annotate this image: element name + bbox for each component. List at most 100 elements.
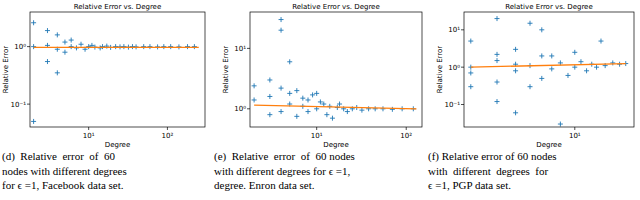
scatter-point [324,112,329,117]
scatter-point [610,60,615,65]
scatter-point [279,109,284,114]
y-tick-label: 10⁰ [234,105,246,113]
scatter-point [45,28,50,33]
scatter-point [513,110,518,115]
x-tick-label: 10¹ [569,132,581,140]
plot-frame [30,12,205,127]
x-axis-label: Degree [536,141,561,149]
scatter-point [69,38,74,43]
scatter-point [513,47,518,52]
y-tick [27,46,30,47]
scatter-point [185,44,190,49]
x-tick [406,127,407,130]
fit-line [34,47,199,48]
scatter-point [252,97,257,102]
scatter-point [495,52,500,57]
y-axis-label: Relative Error [222,46,230,94]
scatter-point [287,59,292,64]
scatter-point [267,112,272,117]
fit-line [471,64,626,68]
scatter-point [86,44,91,49]
scatter-point [121,44,126,49]
scatter-point [306,109,311,114]
y-tick [461,67,464,68]
x-axis-label: Degree [323,141,348,149]
scatter-point [300,96,305,101]
caption-line: ϵ =1, PGP data set. [428,179,511,191]
x-tick [316,127,317,130]
scatter-point [584,68,589,73]
scatter-point [330,116,335,121]
scatter-point [100,44,105,49]
x-tick [88,127,89,130]
y-tick [27,104,30,105]
x-axis-label: Degree [105,141,130,149]
scatter-point [565,73,570,78]
x-tick-label: 10² [162,132,174,140]
x-tick-label: 10¹ [83,132,95,140]
y-tick [247,108,250,109]
caption-line: for ϵ =1, Facebook data set. [2,179,124,191]
caption-line: with different degrees for ϵ =1, [214,165,351,177]
y-tick-label: 10⁰ [14,43,26,51]
scatter-point [373,106,378,111]
scatter-point [314,91,319,96]
scatter-point [279,28,284,33]
y-tick-label: 10⁻¹ [11,101,27,109]
scatter-point [69,44,74,49]
scatter-point [55,32,60,37]
scatter-point [321,102,326,107]
scatter-point [495,80,500,85]
scatter-point [306,97,311,102]
scatter-point [598,39,603,44]
scatter-point [528,21,533,26]
chart-title: Relative Error vs. Degree [292,3,379,11]
scatter-point [62,40,67,45]
scatter-point [468,39,473,44]
scatter-point [252,83,257,88]
y-tick [461,104,464,105]
y-tick-label: 10⁻¹ [445,101,461,109]
y-tick [247,48,250,49]
scatter-point [113,44,118,49]
caption-line: (f) Relative error of 60 nodes [428,150,557,163]
scatter-point [495,99,500,104]
scatter-point [337,102,342,107]
fit-line [254,105,416,109]
scatter-point [345,109,350,114]
scatter-point [539,76,544,81]
plot-area [31,20,199,124]
scatter-point [513,68,518,73]
scatter-point [380,106,385,111]
scatter-point [31,119,36,124]
y-tick-label: 10¹ [234,45,246,53]
scatter-point [558,122,563,127]
x-tick [574,127,575,130]
scatter-point [359,108,364,113]
y-axis-label: Relative Error [2,46,10,94]
y-tick-label: 10⁰ [448,64,460,72]
scatter-point [594,65,599,70]
chart-panel: 10¹ 10⁻¹ 10⁰ 10¹ Relative Error vs. Degree De… [428,3,634,191]
chart-title: Relative Error vs. Degree [505,3,592,11]
x-tick-label: 10² [400,132,412,140]
scatter-point [147,44,152,49]
scatter-point [495,58,500,63]
chart-title: Relative Error vs. Degree [74,3,161,11]
y-axis-label: Relative Error [436,46,444,94]
scatter-point [287,91,292,96]
scatter-point [279,86,284,91]
scatter-point [31,44,36,49]
scatter-point [267,77,272,82]
scatter-point [62,50,67,55]
scatter-point [168,44,173,49]
x-tick-label: 10¹ [311,132,323,140]
y-tick-label: 10¹ [448,26,460,34]
scatter-point [45,59,50,64]
figure: 10¹ 10² 10⁻¹ 10⁰ Relative Error vs. Degree De… [0,0,640,200]
chart-panel: 10¹ 10² 10⁻¹ 10⁰ Relative Error vs. Degree De… [2,3,205,191]
scatter-point [549,53,554,58]
scatter-point [294,114,299,119]
scatter-point [539,53,544,58]
chart-panel: 10¹ 10² 10⁰ 10¹ Relative Error vs. Degree Deg… [214,3,422,191]
